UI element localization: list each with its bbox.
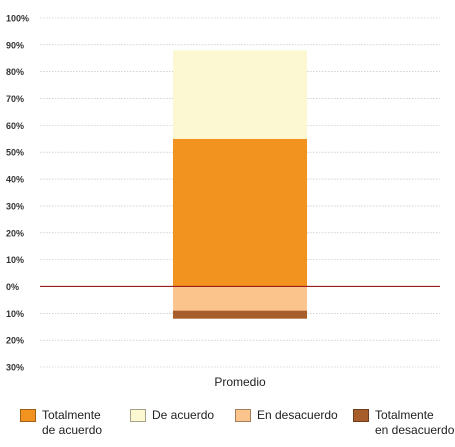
y-tick-label: 0%: [6, 282, 19, 292]
category-label: Promedio: [214, 375, 266, 389]
y-tick-label: 20%: [6, 228, 24, 238]
legend-label: De acuerdo: [152, 408, 214, 423]
y-tick-label: 60%: [6, 121, 24, 131]
y-tick-label: 100%: [6, 14, 29, 24]
legend-item-de-acuerdo: De acuerdo: [130, 408, 214, 423]
bar-segment-de-acuerdo: [173, 50, 307, 139]
legend-label-line1: Totalmente: [42, 408, 101, 422]
bar-segments: [173, 50, 307, 319]
y-tick-label: 20%: [6, 336, 24, 346]
y-tick-label: 80%: [6, 67, 24, 77]
category-labels: Promedio: [214, 375, 266, 389]
legend-label: Totalmente en desacuerdo: [375, 408, 454, 438]
legend-label-line1: Totalmente: [375, 408, 434, 422]
y-tick-label: 40%: [6, 175, 24, 185]
gridlines: [40, 17, 440, 368]
bar-segment-en-desacuerdo: [173, 286, 307, 311]
y-tick-label: 30%: [6, 201, 24, 211]
legend: Totalmente de acuerdo De acuerdo En desa…: [0, 408, 455, 447]
legend-label-line1: En desacuerdo: [257, 408, 338, 422]
legend-item-en-desacuerdo: En desacuerdo: [235, 408, 338, 423]
y-tick-label: 70%: [6, 94, 24, 104]
legend-label: En desacuerdo: [257, 408, 338, 423]
legend-swatch: [353, 409, 369, 422]
legend-item-totalmente-en-desacuerdo: Totalmente en desacuerdo: [353, 408, 454, 438]
legend-label: Totalmente de acuerdo: [42, 408, 102, 438]
y-tick-label: 50%: [6, 148, 24, 158]
legend-swatch: [235, 409, 251, 422]
y-tick-label: 10%: [6, 255, 24, 265]
bar-segment-totalmente-en-desacuerdo: [173, 310, 307, 319]
legend-label-line2: en desacuerdo: [375, 423, 455, 437]
legend-item-totalmente-de-acuerdo: Totalmente de acuerdo: [20, 408, 102, 438]
y-tick-label: 90%: [6, 40, 24, 50]
y-tick-label: 10%: [6, 309, 24, 319]
legend-swatch: [130, 409, 146, 422]
y-axis-tick-labels: 100% 90% 80% 70% 60% 50% 40% 30% 20% 10% 0% 10% 20% 3…: [6, 14, 29, 373]
y-tick-label: 30%: [6, 363, 24, 373]
legend-label-line1: De acuerdo: [152, 408, 215, 422]
diverging-stacked-bar-chart: 100% 90% 80% 70% 60% 50% 40% 30% 20% 10% 0% 10% 20% 3…: [6, 14, 440, 389]
bar-segment-totalmente-de-acuerdo: [173, 138, 307, 287]
legend-swatch: [20, 409, 36, 422]
legend-label-line2: de acuerdo: [42, 423, 103, 437]
